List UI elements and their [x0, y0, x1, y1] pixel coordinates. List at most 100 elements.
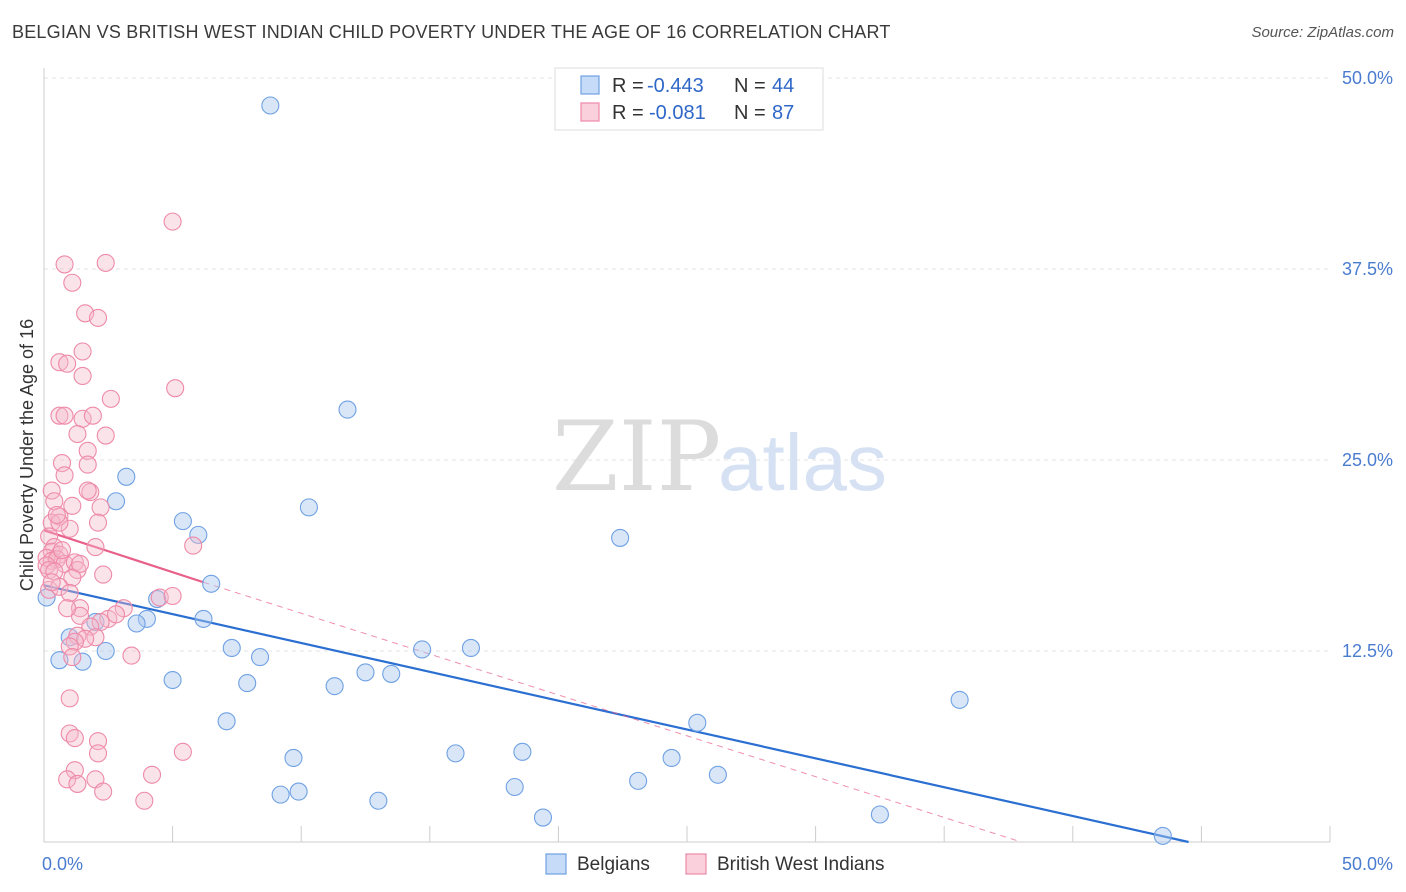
belgian-point-36 [505, 777, 524, 797]
bwi-point-60 [76, 629, 95, 648]
x-tick-label-1: 50.0% [1342, 854, 1393, 874]
belgian-point-40 [533, 808, 553, 827]
bwi-point-9 [73, 366, 92, 386]
bwi-point-10 [166, 379, 185, 398]
bwi-point-3 [63, 273, 82, 292]
bwi-point-8 [58, 354, 77, 373]
belgian-point-6 [189, 525, 208, 544]
bwi-point-54 [106, 605, 126, 624]
y-tick-label-3: 50.0% [1342, 68, 1393, 88]
bwi-point-65 [60, 689, 79, 708]
belgian-point-16 [222, 638, 241, 657]
y-tick-label-2: 37.5% [1342, 259, 1393, 279]
bwi-point-2 [96, 253, 115, 272]
belgian-point-7 [611, 528, 630, 547]
legend-n-label-belgians: N = [734, 75, 766, 97]
belgian-point-34 [708, 765, 727, 784]
bwi-point-26 [91, 498, 110, 517]
bwi-point-32 [86, 538, 105, 557]
bwi-point-81 [52, 541, 72, 560]
watermark-zip: ZIP [552, 401, 721, 513]
bwi-point-83 [60, 583, 79, 602]
bwi-point-25 [63, 496, 82, 515]
watermark-atlas: atlas [718, 418, 887, 507]
y-tick-labels: 12.5% 25.0% 37.5% 50.0% [1342, 68, 1393, 661]
bwi-point-15 [83, 406, 102, 425]
bwi-point-0 [163, 212, 182, 231]
bwi-point-82 [47, 505, 66, 525]
y-tick-label-1: 25.0% [1342, 450, 1393, 470]
grid-lines [44, 77, 1330, 652]
bwi-point-84 [88, 513, 108, 532]
bwi-point-51 [70, 599, 90, 618]
bwi-point-79 [70, 554, 90, 573]
belgian-point-0 [261, 96, 280, 115]
bwi-point-29 [60, 519, 79, 538]
chart-title: BELGIAN VS BRITISH WEST INDIAN CHILD POV… [12, 22, 891, 42]
belgian-point-5 [173, 512, 192, 531]
belgian-point-37 [271, 785, 290, 804]
legend-swatch-belgians [580, 75, 600, 95]
belgian-point-18 [413, 640, 432, 659]
bwi-point-16 [68, 424, 87, 444]
bwi-point-64 [63, 648, 82, 667]
belgian-point-8 [202, 574, 221, 593]
bwi-point-75 [68, 774, 87, 793]
belgian-point-11 [127, 614, 146, 633]
bwi-point-63 [122, 646, 141, 665]
legend-r-value-belgians: -0.443 [647, 75, 704, 97]
belgian-point-42 [1153, 826, 1172, 845]
axes [43, 68, 1331, 843]
x-tick-labels: 0.0% 50.0% [42, 854, 1393, 874]
belgian-point-30 [284, 748, 303, 768]
belgian-point-2 [117, 467, 136, 486]
bwi-point-71 [142, 765, 162, 784]
bottom-legend-label-belgians: Belgians [577, 854, 650, 875]
belgian-point-31 [446, 744, 465, 763]
bwi-point-73 [58, 770, 77, 789]
watermark: ZIP atlas [552, 401, 887, 513]
y-axis-label: Child Poverty Under the Age of 16 [17, 319, 37, 591]
belgian-point-22 [356, 663, 375, 682]
bwi-point-11 [101, 389, 120, 408]
bwi-point-70 [88, 744, 108, 763]
bwi-point-85 [42, 573, 61, 592]
trend-line-1 [43, 529, 204, 584]
bwi-point-72 [65, 761, 84, 780]
belgian-point-1 [338, 400, 357, 419]
bwi-point-21 [55, 466, 74, 485]
belgian-point-3 [106, 492, 126, 511]
belgian-point-15 [96, 641, 115, 661]
belgian-point-28 [217, 712, 236, 731]
y-tick-label-0: 12.5% [1342, 641, 1393, 661]
belgian-point-41 [870, 805, 889, 824]
bwi-point-6 [73, 342, 92, 361]
belgian-point-26 [325, 677, 344, 696]
belgian-point-10 [137, 609, 156, 628]
bwi-point-1 [55, 255, 74, 274]
legend-n-value-bwi: 87 [772, 102, 794, 124]
bottom-legend-swatch-belgians [545, 853, 567, 875]
bwi-point-77 [135, 791, 154, 810]
bwi-point-50 [163, 586, 182, 606]
legend-n-value-belgians: 44 [772, 75, 794, 97]
belgian-point-12 [194, 609, 213, 628]
trend-lines [43, 529, 1189, 844]
legend-box [554, 67, 824, 131]
legend-n-label-bwi: N = [734, 102, 766, 124]
x-tick-label-0: 0.0% [42, 854, 83, 874]
bwi-point-7 [50, 353, 69, 372]
belgian-point-38 [289, 782, 308, 801]
bwi-point-86 [58, 599, 77, 618]
legend-r-label-bwi: R = [612, 102, 644, 124]
bwi-point-22 [42, 481, 61, 500]
legend-r-value-bwi: -0.081 [649, 102, 706, 124]
bwi-point-62 [60, 637, 79, 656]
belgian-point-21 [73, 652, 92, 671]
belgian-point-35 [629, 771, 648, 790]
bwi-point-12 [50, 406, 69, 425]
belgian-point-33 [662, 748, 681, 768]
bottom-legend-swatch-bwi [685, 853, 707, 875]
bwi-point-46 [94, 565, 113, 584]
